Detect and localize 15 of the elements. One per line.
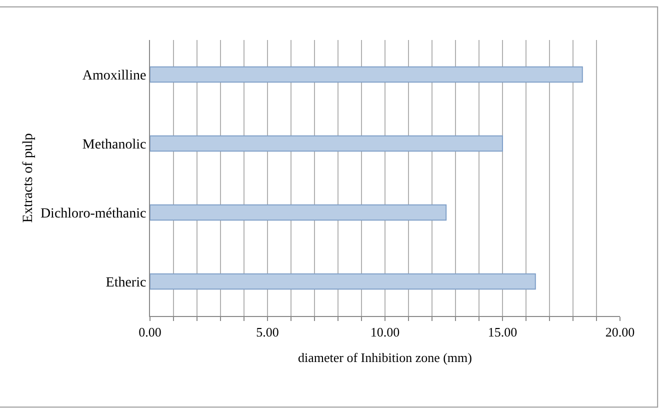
y-tick-label: Dichloro-méthanic [40,206,146,222]
bar [150,273,536,290]
bar [150,66,583,83]
x-tick-label: 5.00 [256,324,279,340]
x-tick-label: 10.00 [370,324,400,340]
x-tick-label: 20.00 [605,324,635,340]
x-tick-label: 0.00 [138,324,162,340]
bar [150,204,447,221]
bar [150,135,503,152]
x-axis-title: diameter of Inhibition zone (mm) [298,350,472,366]
x-tick-label: 15.00 [488,324,518,340]
y-axis-title: Extracts of pulp [21,133,36,223]
y-tick-label: Methanolic [82,137,146,152]
y-tick-label: Amoxilline [82,68,146,84]
y-tick-label: Etheric [106,275,146,290]
